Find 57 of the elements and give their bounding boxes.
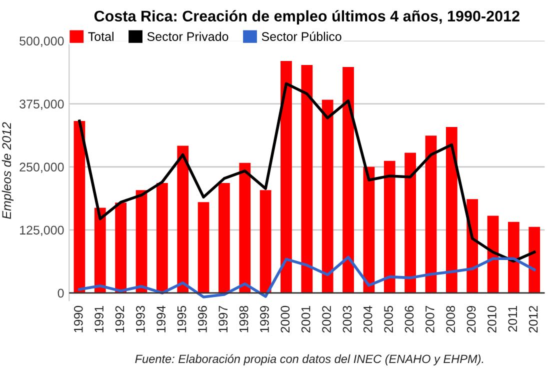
y-tick-label: 375,000: [20, 100, 64, 110]
bar: [136, 190, 148, 293]
bar: [198, 202, 210, 293]
x-tick-label: 2003: [342, 306, 352, 333]
x-tick-label: 2006: [404, 306, 414, 333]
bar: [280, 60, 292, 293]
chart-title: Costa Rica: Creación de empleo últimos 4 años, 1990-2012: [94, 10, 520, 25]
bar: [342, 67, 354, 293]
bar: [508, 222, 520, 293]
bar: [528, 226, 540, 293]
x-tick-label: 1991: [94, 306, 104, 332]
bar: [156, 183, 168, 293]
bar: [425, 136, 437, 293]
bar: [74, 120, 86, 293]
x-tick-label: 1992: [115, 306, 124, 332]
bar: [94, 208, 106, 293]
bar: [322, 100, 334, 293]
bar: [404, 152, 416, 293]
bar: [115, 202, 127, 293]
x-tick-label: 2000: [280, 306, 290, 333]
x-tick-label: 1990: [74, 306, 83, 332]
bar: [218, 183, 230, 293]
bar: [363, 166, 375, 293]
x-tick-label: 2007: [425, 306, 434, 333]
legend-label: Total: [88, 32, 114, 41]
x-tick-label: 2008: [446, 306, 456, 333]
x-tick-label: 2009: [466, 306, 476, 333]
bar: [384, 160, 396, 293]
bar: [239, 162, 251, 293]
y-tick-label: 0: [58, 288, 64, 298]
x-tick-label: 1999: [260, 306, 269, 332]
legend-label: Sector Público: [262, 32, 342, 41]
x-tick-label: 2002: [322, 306, 331, 333]
y-tick-label: 250,000: [20, 162, 64, 174]
x-tick-label: 2012: [528, 306, 538, 333]
x-tick-label: 1996: [198, 306, 207, 332]
bar: [177, 146, 189, 293]
source-note: Fuente: Elaboración propia con datos del INEC (ENAHO y EHPM).: [135, 354, 484, 366]
x-tick-label: 2005: [384, 306, 393, 333]
x-tick-label: 1995: [177, 306, 186, 332]
bar: [446, 127, 458, 293]
x-tick-label: 2001: [301, 306, 310, 333]
x-tick-label: 1994: [156, 306, 166, 332]
line-series: [78, 82, 536, 263]
y-axis-title: Empleos de 2012: [2, 122, 14, 219]
x-tick-label: 2004: [363, 306, 372, 333]
y-tick-label: 125,000: [20, 226, 64, 236]
y-tick-label: 500,000: [20, 36, 64, 47]
line-series: [78, 256, 536, 298]
x-tick-label: 2011: [508, 306, 518, 332]
x-tick-label: 1997: [218, 306, 228, 332]
x-tick-label: 1998: [239, 306, 248, 332]
bar: [301, 65, 313, 293]
legend-label: Sector Privado: [147, 32, 228, 41]
bar: [260, 190, 272, 293]
x-tick-label: 1993: [136, 306, 145, 332]
x-tick-label: 2010: [488, 306, 496, 333]
